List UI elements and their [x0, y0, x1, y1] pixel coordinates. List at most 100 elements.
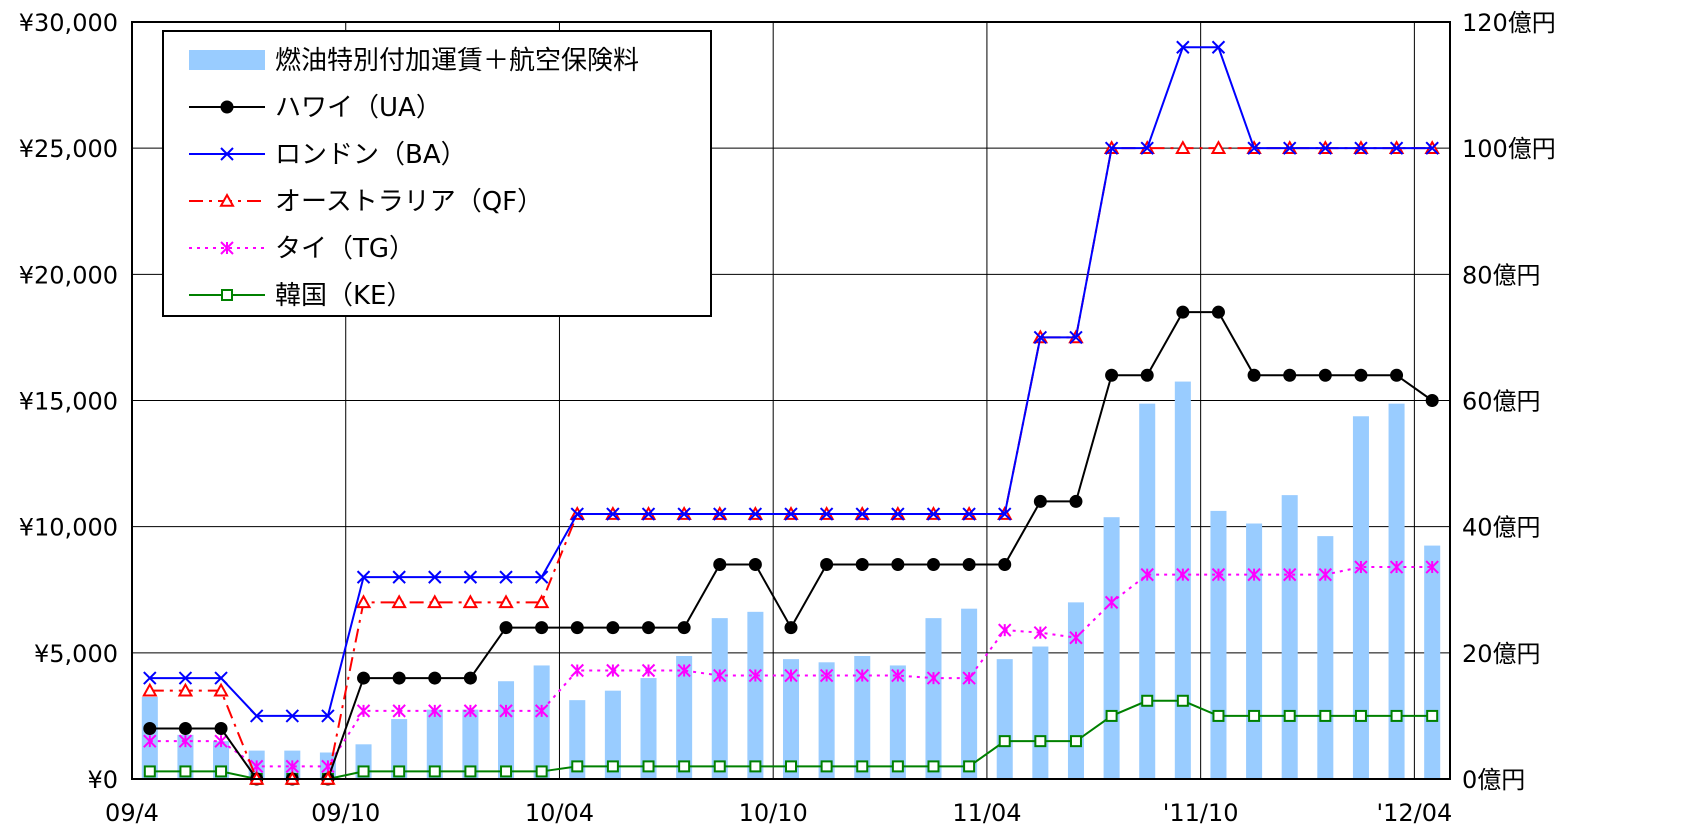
point: [464, 765, 477, 778]
series-1: [143, 40, 1439, 723]
point: [1247, 567, 1261, 582]
x-tick-label: 10/04: [525, 799, 594, 827]
point: [143, 722, 157, 736]
point: [1140, 141, 1154, 155]
legend-item: オーストラリア（QF）: [189, 187, 543, 217]
point: [1425, 141, 1439, 155]
y-right-tick-label: 120億円: [1462, 9, 1556, 37]
point: [1033, 625, 1048, 640]
point: [428, 704, 442, 718]
point: [355, 594, 372, 609]
legend-label: 韓国（KE）: [275, 281, 412, 311]
bar: [854, 655, 871, 779]
point: [143, 671, 157, 685]
point: [499, 570, 513, 584]
point: [1247, 368, 1261, 382]
point: [215, 765, 228, 778]
point: [392, 671, 406, 685]
x-tick-label: 09/4: [105, 799, 159, 827]
y-left-tick-label: ¥25,000: [19, 135, 118, 163]
point: [178, 671, 193, 685]
point: [642, 760, 655, 773]
point: [1283, 368, 1297, 382]
point: [213, 682, 229, 697]
point: [820, 558, 834, 572]
point: [784, 668, 798, 683]
y-left-tick-label: ¥30,000: [19, 9, 118, 37]
y-right-tick-label: 60億円: [1462, 388, 1541, 416]
point: [214, 734, 228, 748]
point: [357, 765, 370, 778]
bar: [1032, 646, 1049, 779]
point: [713, 668, 727, 683]
point: [1318, 141, 1333, 155]
bar: [676, 655, 693, 779]
axes: ¥0 ¥5,000 ¥10,000 ¥15,000 ¥20,000 ¥25,000 ¥30,…: [19, 9, 1556, 827]
point: [535, 765, 548, 778]
point: [143, 765, 156, 778]
legend-item: 韓国（KE）: [189, 281, 412, 311]
legend-label: タイ（TG）: [275, 234, 415, 264]
x-tick-label: 11/04: [952, 799, 1021, 827]
point: [285, 709, 300, 723]
point: [713, 760, 726, 773]
y-right-tick-label: 100億円: [1462, 135, 1556, 163]
point: [606, 621, 620, 635]
point: [499, 621, 513, 635]
point: [220, 241, 234, 255]
point: [220, 100, 234, 114]
point: [998, 623, 1012, 637]
point: [143, 734, 157, 748]
point: [1282, 141, 1297, 155]
point: [534, 704, 549, 718]
legend-item: タイ（TG）: [189, 234, 415, 264]
point: [392, 704, 406, 718]
bar: [711, 618, 728, 779]
bar: [1210, 510, 1227, 779]
point: [428, 570, 442, 584]
point: [642, 621, 656, 635]
x-tick-label: '11/10: [1163, 799, 1239, 827]
point: [1105, 368, 1119, 382]
series-3: [143, 560, 1439, 774]
point: [641, 507, 656, 521]
point: [1390, 709, 1403, 722]
x-tick-label: '12/04: [1376, 799, 1452, 827]
point: [606, 507, 620, 521]
point: [1319, 709, 1332, 722]
point: [534, 570, 549, 584]
bar: [1388, 403, 1405, 779]
bar: [640, 678, 657, 779]
legend-box: [162, 30, 712, 317]
point: [962, 507, 976, 521]
point: [1390, 368, 1404, 382]
point: [749, 760, 762, 773]
point: [463, 704, 478, 718]
point: [1069, 330, 1083, 345]
y-left-tick-label: ¥15,000: [19, 388, 118, 416]
y-left-tick-label: ¥20,000: [19, 261, 118, 289]
point: [1176, 567, 1190, 582]
point: [500, 765, 513, 778]
point: [219, 192, 235, 207]
point: [1425, 394, 1439, 407]
point: [1141, 694, 1154, 707]
legend-label: 燃油特別付加運賃＋航空保険料: [275, 46, 639, 76]
point: [1318, 368, 1332, 382]
point: [392, 570, 406, 584]
bar: [1139, 403, 1156, 779]
point: [784, 621, 798, 635]
bar: [1246, 523, 1263, 779]
point: [427, 594, 443, 609]
point: [998, 558, 1012, 572]
legend-swatch: [189, 50, 265, 70]
bar: [391, 719, 408, 779]
point: [962, 671, 976, 685]
point: [1354, 709, 1367, 722]
point: [1247, 141, 1261, 155]
bar: [1103, 517, 1120, 779]
point: [1176, 40, 1190, 54]
point: [963, 760, 976, 773]
